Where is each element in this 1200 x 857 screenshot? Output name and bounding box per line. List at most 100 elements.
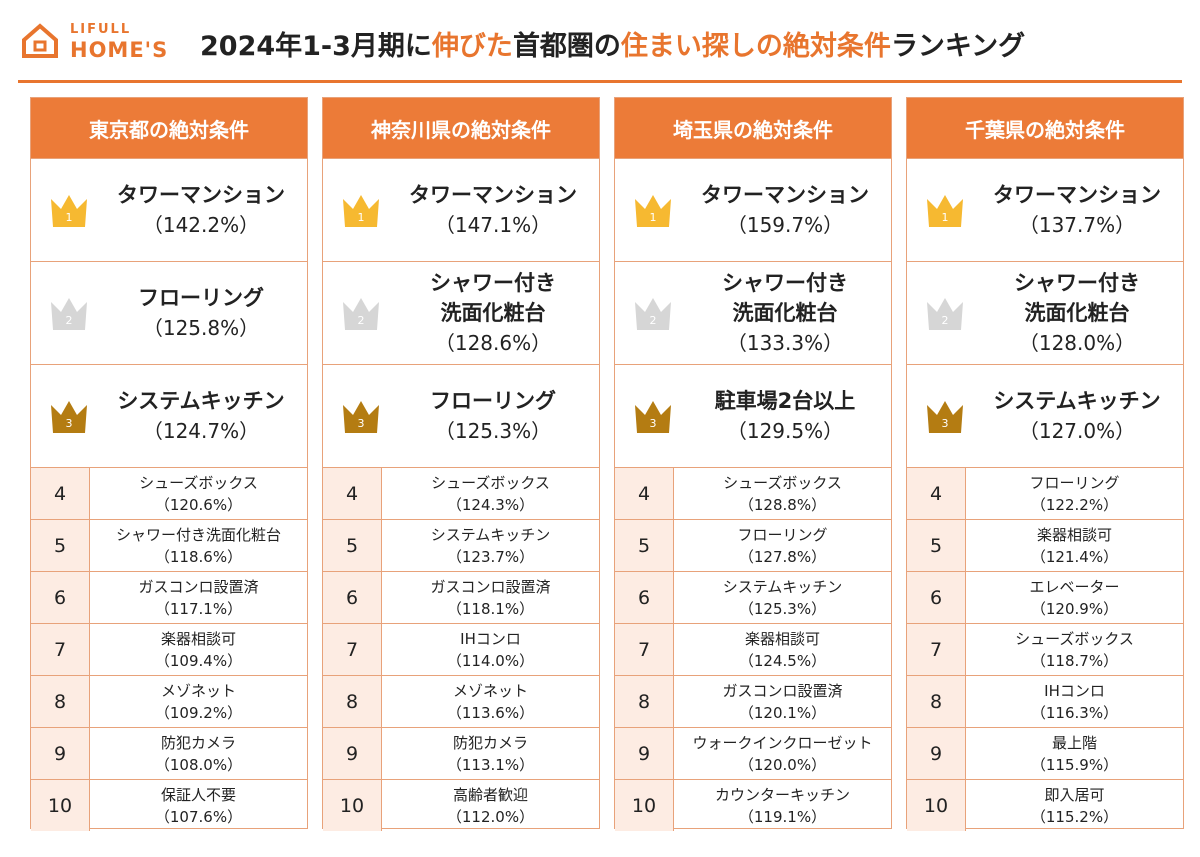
condition-name: カウンターキッチン <box>714 785 850 804</box>
top-rank-row: 1 タワーマンション （147.1%） <box>323 158 599 261</box>
condition-percent: （109.4%） <box>154 651 243 670</box>
rank-row: 9 防犯カメラ （108.0%） <box>31 727 307 779</box>
condition-name: 楽器相談可 <box>744 629 820 648</box>
crown: 2 <box>343 298 379 330</box>
condition-percent: （137.7%） <box>1018 213 1136 237</box>
condition-percent: （120.9%） <box>1030 599 1119 618</box>
rank-number: 5 <box>615 520 674 571</box>
rank-number: 10 <box>615 780 674 831</box>
rank-text: メゾネット （109.2%） <box>90 676 307 727</box>
top-rank-text: システムキッチン （124.7%） <box>101 365 301 467</box>
condition-name: ガスコンロ設置済 <box>722 681 843 700</box>
rank-text: 保証人不要 （107.6%） <box>90 780 307 831</box>
rank-row: 8 メゾネット （113.6%） <box>323 675 599 727</box>
top-rank-row: 3 フローリング （125.3%） <box>323 364 599 467</box>
crown-rank: 1 <box>650 211 657 224</box>
top-rank-row: 2 フローリング （125.8%） <box>31 261 307 364</box>
rank-number: 5 <box>323 520 382 571</box>
rank-text: 即入居可 （115.2%） <box>966 780 1183 831</box>
condition-name: シャワー付き <box>430 271 556 295</box>
rank-text: 最上階 （115.9%） <box>966 728 1183 779</box>
crown: 2 <box>51 298 87 330</box>
condition-percent: （147.1%） <box>434 213 552 237</box>
ranking-column: 埼玉県の絶対条件 1 タワーマンション （159.7%） 2 シャワー付き 洗面化粧台 （13… <box>614 97 892 831</box>
condition-name: フローリング <box>737 525 828 544</box>
rank-number: 5 <box>31 520 90 571</box>
condition-name: システムキッチン <box>117 389 285 413</box>
condition-percent: （112.0%） <box>446 807 535 826</box>
rank-row: 6 ガスコンロ設置済 （118.1%） <box>323 571 599 623</box>
rank-text: 高齢者歓迎 （112.0%） <box>382 780 599 831</box>
column-header: 東京都の絶対条件 <box>31 98 307 158</box>
top-rank-text: シャワー付き 洗面化粧台 （133.3%） <box>685 262 885 364</box>
condition-percent: （121.4%） <box>1030 547 1119 566</box>
condition-percent: （108.0%） <box>154 755 243 774</box>
crown-rank: 2 <box>358 314 365 327</box>
condition-name: 最上階 <box>1051 733 1097 752</box>
crown-shape <box>927 298 963 330</box>
condition-name: ガスコンロ設置済 <box>138 577 259 596</box>
rank-text: シューズボックス （120.6%） <box>90 468 307 519</box>
rank-number: 10 <box>31 780 90 831</box>
crown: 1 <box>635 195 671 227</box>
top-rank-row: 1 タワーマンション （159.7%） <box>615 158 891 261</box>
rank-text: 楽器相談可 （124.5%） <box>674 624 891 675</box>
condition-percent: （107.6%） <box>154 807 243 826</box>
rank-number: 9 <box>31 728 90 779</box>
condition-percent: （142.2%） <box>142 213 260 237</box>
condition-percent: （127.0%） <box>1018 419 1136 443</box>
condition-percent: （128.8%） <box>738 495 827 514</box>
title-segment: ランキング <box>890 31 1026 62</box>
condition-percent: （113.1%） <box>446 755 535 774</box>
top-rank-row: 3 駐車場2台以上 （129.5%） <box>615 364 891 467</box>
rank-number: 8 <box>907 676 966 727</box>
rank-row: 8 メゾネット （109.2%） <box>31 675 307 727</box>
rank-number: 6 <box>323 572 382 623</box>
rank-number: 8 <box>31 676 90 727</box>
rank-text: フローリング （127.8%） <box>674 520 891 571</box>
rank-number: 9 <box>615 728 674 779</box>
condition-percent: （125.8%） <box>142 316 260 340</box>
rank-row: 7 シューズボックス （118.7%） <box>907 623 1183 675</box>
crown-shape <box>927 401 963 433</box>
condition-name: タワーマンション <box>993 183 1161 207</box>
ranking-column: 東京都の絶対条件 1 タワーマンション （142.2%） 2 フローリング （125.8%）… <box>30 97 308 831</box>
rank-number: 10 <box>323 780 382 831</box>
condition-name: 洗面化粧台 <box>440 301 546 325</box>
crown-rank: 1 <box>358 211 365 224</box>
top-rank-text: フローリング （125.8%） <box>101 262 301 364</box>
crown-rank: 1 <box>66 211 73 224</box>
condition-name: タワーマンション <box>117 183 285 207</box>
condition-name: シャワー付き <box>722 271 848 295</box>
rank-row: 7 楽器相談可 （109.4%） <box>31 623 307 675</box>
top-rank-row: 2 シャワー付き 洗面化粧台 （128.0%） <box>907 261 1183 364</box>
top-rank-text: タワーマンション （142.2%） <box>101 159 301 261</box>
condition-percent: （118.7%） <box>1030 651 1119 670</box>
condition-name: フローリング <box>1029 473 1120 492</box>
condition-name: メゾネット <box>160 681 236 700</box>
condition-name: フローリング <box>138 286 264 310</box>
condition-percent: （125.3%） <box>738 599 827 618</box>
ranking-column: 神奈川県の絶対条件 1 タワーマンション （147.1%） 2 シャワー付き 洗面化粧台 （1… <box>322 97 600 831</box>
rank-text: IHコンロ （114.0%） <box>382 624 599 675</box>
title-segment: 首都圏の <box>512 31 621 62</box>
rank-text: シューズボックス （124.3%） <box>382 468 599 519</box>
rank-number: 8 <box>323 676 382 727</box>
crown: 1 <box>343 195 379 227</box>
rank-number: 4 <box>615 468 674 519</box>
rank-number: 5 <box>907 520 966 571</box>
condition-percent: （120.6%） <box>154 495 243 514</box>
condition-percent: （128.6%） <box>434 331 552 355</box>
rank-number: 4 <box>907 468 966 519</box>
crown-rank: 3 <box>650 417 657 430</box>
condition-name: 駐車場2台以上 <box>714 389 856 413</box>
rank-row: 7 IHコンロ （114.0%） <box>323 623 599 675</box>
rank-number: 4 <box>323 468 382 519</box>
crown-shape <box>51 195 87 227</box>
logo-icon <box>22 23 58 58</box>
condition-percent: （159.7%） <box>726 213 844 237</box>
title: 2024年1-3月期に伸びた首都圏の住まい探しの絶対条件ランキング <box>200 24 1025 63</box>
rank-text: ウォークインクローゼット （120.0%） <box>674 728 891 779</box>
rank-row: 9 防犯カメラ （113.1%） <box>323 727 599 779</box>
top-rank-text: タワーマンション （159.7%） <box>685 159 885 261</box>
